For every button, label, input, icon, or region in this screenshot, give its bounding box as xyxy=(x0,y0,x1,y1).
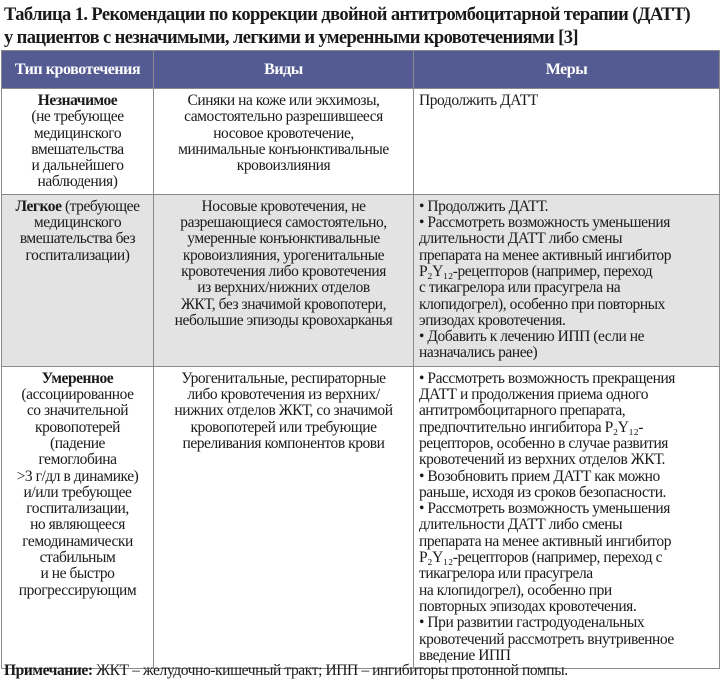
table-row: Умеренное (ассоциированное со значительно… xyxy=(1,365,720,669)
header-kinds: Виды xyxy=(153,50,414,89)
cell-type: Легкое (требующее медицинского вмешатель… xyxy=(1,193,154,367)
header-measures: Меры xyxy=(413,50,720,89)
cell-measures: • Рассмотреть возможность прекращения ДА… xyxy=(413,365,720,669)
table-note: Примечание: ЖКТ – желудочно-кишечный тра… xyxy=(4,662,568,680)
type-name: Умеренное xyxy=(41,369,114,387)
note-text: ЖКТ – желудочно-кишечный тракт; ИПП – ин… xyxy=(92,662,568,679)
cell-type: Умеренное (ассоциированное со значительно… xyxy=(1,365,154,669)
type-name: Легкое xyxy=(15,197,62,215)
cell-kinds: Синяки на коже или экхимозы, самостоятел… xyxy=(153,88,414,195)
header-bleeding-type: Тип кровотечения xyxy=(1,50,154,89)
cell-measures: • Продолжить ДАТТ. • Рассмотреть возможн… xyxy=(413,193,720,367)
cell-type: Незначимое (не требующее медицинского вме… xyxy=(1,88,154,195)
type-description: (не требующее медицинского вмешательства… xyxy=(31,108,124,191)
table-row: Легкое (требующее медицинского вмешатель… xyxy=(1,193,720,367)
cell-measures: Продолжить ДАТТ xyxy=(413,88,720,195)
table-row: Незначимое (не требующее медицинского вме… xyxy=(1,88,720,195)
note-label: Примечание: xyxy=(4,662,93,679)
cell-kinds: Носовые кровотечения, не разрешающиеся с… xyxy=(153,193,414,367)
table-header-row: Тип кровотечения Виды Меры xyxy=(1,50,720,89)
type-description: (ассоциированное со значительной кровопо… xyxy=(16,386,139,599)
recommendations-table: Тип кровотечения Виды Меры Незначимое (не… xyxy=(1,50,720,669)
type-description: (требующее медицинского вмешательства бе… xyxy=(19,197,140,264)
type-name: Незначимое xyxy=(37,92,118,109)
table-title: Таблица 1. Рекомендации по коррекции дво… xyxy=(4,5,691,48)
cell-kinds: Урогенитальные, респираторные либо крово… xyxy=(153,365,414,669)
